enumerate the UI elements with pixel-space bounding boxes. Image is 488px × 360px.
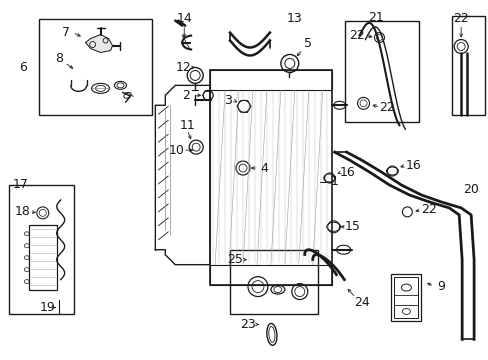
Text: 17: 17 xyxy=(13,179,29,192)
Bar xyxy=(390,274,421,321)
Text: 9: 9 xyxy=(436,280,444,293)
Text: 20: 20 xyxy=(462,184,478,197)
Bar xyxy=(451,15,484,115)
Text: 2: 2 xyxy=(182,89,190,102)
Bar xyxy=(210,265,331,285)
Text: 5: 5 xyxy=(303,37,311,50)
Text: 8: 8 xyxy=(55,52,62,65)
Text: 25: 25 xyxy=(226,253,243,266)
Text: 6: 6 xyxy=(19,61,27,74)
Text: 18: 18 xyxy=(15,205,31,219)
Bar xyxy=(29,225,57,289)
Text: 22: 22 xyxy=(421,203,436,216)
Bar xyxy=(229,250,317,315)
Text: 16: 16 xyxy=(339,166,355,179)
Text: 19: 19 xyxy=(40,301,56,314)
Text: 21: 21 xyxy=(368,11,384,24)
Bar xyxy=(210,71,331,285)
Bar xyxy=(210,71,331,90)
Bar xyxy=(394,276,417,319)
Text: 15: 15 xyxy=(344,220,360,233)
Text: 13: 13 xyxy=(286,12,302,25)
Text: 22: 22 xyxy=(452,12,468,25)
Text: 22: 22 xyxy=(379,101,394,114)
Text: 16: 16 xyxy=(405,158,420,172)
Text: 23: 23 xyxy=(240,318,255,331)
Text: 3: 3 xyxy=(224,94,231,107)
Text: 14: 14 xyxy=(176,12,192,25)
Text: 4: 4 xyxy=(260,162,267,175)
Polygon shape xyxy=(85,35,112,53)
Text: 10: 10 xyxy=(168,144,184,157)
Text: 22: 22 xyxy=(348,29,364,42)
Bar xyxy=(344,21,419,122)
Text: 11: 11 xyxy=(179,119,195,132)
Text: 7: 7 xyxy=(61,26,70,39)
Text: 24: 24 xyxy=(353,296,368,309)
Text: 12: 12 xyxy=(175,61,191,74)
Bar xyxy=(9,185,74,315)
Text: 1: 1 xyxy=(330,175,338,189)
Bar xyxy=(39,19,152,115)
